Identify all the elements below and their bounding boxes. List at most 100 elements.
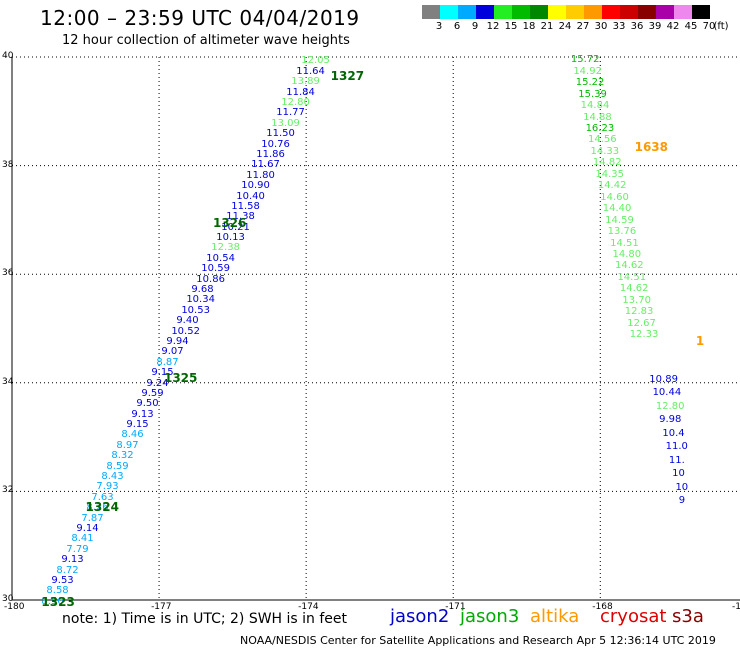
color-swatch-15 [494,5,512,19]
lat-tick-label: 40 [2,51,14,61]
color-label-3: 3 [435,21,443,32]
color-label-42: 42 [666,21,680,32]
wave-height-value: 10.89 [649,373,678,385]
wave-height-value: 9.40 [176,315,199,327]
lon-tick-label: -180 [4,602,25,612]
wave-height-value: 14.51 [617,271,647,283]
wave-height-value: 8.56 [41,595,64,607]
wave-height-value: 14.62 [619,283,649,295]
wave-height-value: 9.98 [659,414,682,426]
wave-height-value: 12.80 [281,96,310,108]
pass-id-label: 1325 [163,370,198,385]
satellite-cryosat: cryosat [600,606,667,627]
wave-height-value: 10.76 [261,138,290,150]
wave-height-value: 10.34 [186,294,215,306]
wave-height-value: 14.84 [580,100,610,112]
wave-height-value: 9.59 [141,387,164,399]
wave-height-value: 8.43 [101,471,124,483]
pass-id-label: 1324 [85,499,119,514]
wave-height-value: 14.80 [612,248,642,260]
wave-height-value: 10 [672,468,685,480]
wave-height-value: 7.93 [96,481,119,493]
pass-id-label: 1327 [330,69,365,84]
page-title: 12:00 – 23:59 UTC 04/04/2019 [40,6,360,30]
wave-height-value: 11.64 [296,65,325,77]
wave-height-value: 11.86 [256,148,285,160]
wave-height-value: 7.87 [81,512,104,524]
wave-height-value: 13.76 [607,226,637,238]
wave-height-value: 11.67 [251,159,280,171]
wave-height-value: 16.23 [585,123,615,135]
wave-height-value: 14.35 [595,168,625,180]
pass-id-label: 1638 [634,140,668,155]
wave-height-value: 8.26 [86,502,109,514]
color-swatch-30 [584,5,602,19]
wave-height-value: 12.67 [627,317,656,329]
color-swatch-45 [674,5,692,19]
wave-height-value: 11.77 [276,107,305,119]
wave-height-value: 8.72 [56,564,79,576]
satellite-jason2: jason2 [390,606,450,627]
wave-height-value: 11.58 [231,200,260,212]
wave-height-value: 14.40 [602,203,632,215]
wave-height-value: 11.38 [226,211,255,223]
lat-tick-label: 32 [2,485,14,496]
color-label-21: 21 [540,21,554,32]
wave-height-value: 12.38 [211,242,240,254]
wave-height-value: 9.24 [146,377,169,389]
wave-height-value: 10.52 [171,325,200,337]
color-swatch-9 [458,5,476,19]
color-swatch-3 [422,5,440,19]
wave-height-value: 8.46 [121,429,144,441]
wave-height-value: 10.4 [662,427,685,439]
wave-height-value: 15.39 [578,88,607,100]
color-swatch-6 [440,5,458,19]
wave-height-value: 9.14 [76,522,99,534]
wave-height-value: 9.13 [131,408,154,420]
wave-height-value: 10.21 [221,221,250,233]
wave-height-value: 14.59 [605,214,634,226]
color-swatch-70 [692,5,710,19]
wave-height-value: 9.68 [191,284,214,295]
wave-height-value: 10.13 [216,232,245,244]
credit-line: NOAA/NESDIS Center for Satellite Applica… [240,634,716,647]
lon-tick-label: -16 [732,602,740,612]
wave-height-value: 14.62 [614,260,644,272]
wave-height-value: 15.72 [570,54,600,66]
wave-height-value: 14.82 [592,157,622,169]
wave-height-value: 12.05 [301,55,330,67]
color-swatch-42 [656,5,674,19]
wave-height-value: 8.59 [106,460,129,472]
pass-id-label: 1326 [212,216,247,231]
color-label-18: 18 [522,21,536,32]
wave-height-value: 10.59 [201,263,230,275]
wave-height-value: 14.56 [588,134,617,146]
wave-height-value: 10.40 [236,190,265,202]
wave-height-value: 14.60 [600,191,629,203]
color-swatch-18 [512,5,530,19]
wave-height-value: 8.32 [111,450,134,462]
wave-height-value: 10.90 [241,180,270,192]
color-label-6: 6 [453,21,461,32]
wave-height-value: 7.63 [91,491,114,503]
wave-height-value: 9.15 [126,419,149,431]
color-label-15: 15 [504,21,518,32]
color-label-24: 24 [558,21,572,32]
page-subtitle: 12 hour collection of altimeter wave hei… [62,33,350,48]
wave-height-value: 15.22 [575,77,605,89]
wave-height-value: 14.88 [583,111,612,123]
wave-height-value: 10.54 [206,252,235,264]
color-label-30: 30 [594,21,608,32]
map-grid [11,56,740,601]
color-label-33: 33 [612,21,626,32]
color-swatch-12 [476,5,494,19]
color-swatch-24 [548,5,566,19]
color-label-39: 39 [648,21,662,32]
satellite-s3a: s3a [672,606,704,627]
lat-tick-label: 34 [2,376,14,387]
color-label-9: 9 [471,21,479,32]
color-swatch-36 [620,5,638,19]
color-label-27: 27 [576,21,590,32]
wave-height-value: 11. [668,454,685,466]
